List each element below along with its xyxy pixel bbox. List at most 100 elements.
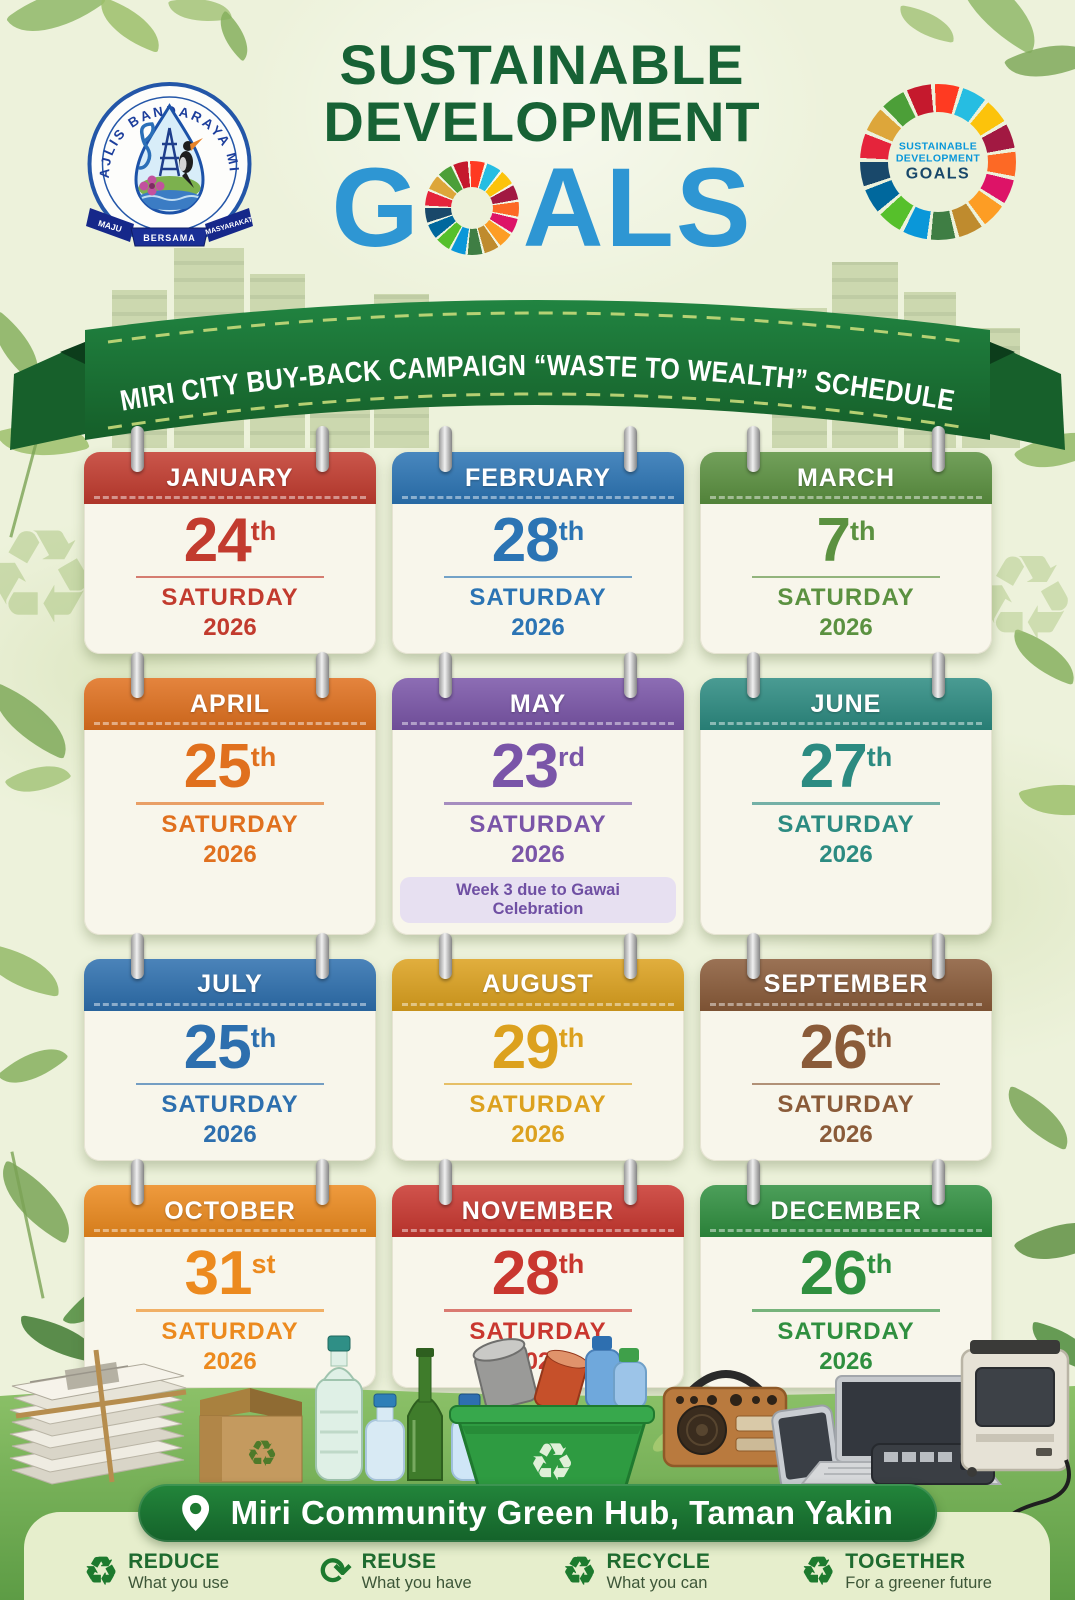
- binder-ring-icon: [624, 1159, 638, 1206]
- reuse-arrows-icon: ⟳: [319, 1550, 352, 1593]
- month-note: Week 3 due to Gawai Celebration: [400, 876, 676, 923]
- weekday-label: SATURDAY: [161, 584, 299, 612]
- binder-ring-icon: [746, 426, 760, 472]
- year-label: 2026: [819, 614, 873, 642]
- date-divider: [444, 1082, 632, 1086]
- binder-ring-icon: [932, 932, 946, 979]
- recycle-icon: ♻: [84, 1550, 119, 1593]
- footer-item-subtitle: What you can: [606, 1574, 708, 1592]
- binder-ring-icon: [438, 652, 452, 699]
- recycle-icon: ♻: [801, 1550, 836, 1593]
- recycle-symbol-icon: ♻: [246, 1433, 278, 1474]
- leaf-icon: [0, 1159, 87, 1245]
- binder-ring-icon: [438, 426, 452, 472]
- sdg-wheel-hole: [888, 112, 988, 212]
- date-divider: [136, 575, 324, 579]
- plastic-bottle-small: [365, 1393, 405, 1481]
- footer-item: ⟳ REUSE What you have: [320, 1550, 472, 1593]
- footer-item-subtitle: For a greener future: [845, 1574, 992, 1592]
- binder-ring-icon: [316, 426, 330, 472]
- weekday-label: SATURDAY: [161, 810, 299, 838]
- crest-flower: [139, 175, 165, 196]
- binder-ring-icon: [624, 932, 638, 979]
- weekday-label: SATURDAY: [469, 810, 607, 838]
- crest-ribbon-center-text: BERSAMA: [143, 233, 196, 243]
- binder-ring-icon: [316, 652, 330, 699]
- leaf-icon: [0, 943, 65, 997]
- year-label: 2026: [819, 1121, 873, 1149]
- recycle-bin: ♻: [449, 1336, 655, 1494]
- leaf-icon: [0, 682, 81, 760]
- month-name: JUNE: [700, 678, 992, 731]
- month-name: JANUARY: [84, 452, 376, 504]
- binder-ring-icon: [130, 652, 144, 699]
- ribbon-band: [85, 300, 990, 440]
- date-divider: [444, 802, 632, 805]
- year-label: 2026: [819, 1347, 873, 1375]
- footer-item: ♻ TOGETHER For a greener future: [801, 1550, 992, 1593]
- bin-bottle-green-cap: [613, 1348, 647, 1409]
- year-label: 2026: [511, 614, 565, 642]
- footer-item-title: TOGETHER: [845, 1550, 966, 1573]
- campaign-banner-ribbon: MIRI CITY BUY-BACK CAMPAIGN “WASTE TO WE…: [10, 300, 1065, 450]
- sdg-wheel-icon: SUSTAINABLE DEVELOPMENT GOALS: [860, 84, 1016, 240]
- sdg-goals-logo: SUSTAINABLE DEVELOPMENT GOALS: [832, 70, 1062, 270]
- recycle-watermark-icon: ♻: [0, 504, 99, 650]
- weekday-label: SATURDAY: [161, 1317, 299, 1345]
- binder-ring-icon: [316, 1159, 330, 1206]
- cardboard-box: ♻: [199, 1388, 303, 1483]
- binder-ring-icon: [438, 932, 452, 979]
- year-label: 2026: [203, 1121, 257, 1149]
- footer-item-subtitle: What you use: [128, 1574, 229, 1592]
- date-divider: [752, 802, 940, 805]
- crest-hornbill: [179, 138, 203, 188]
- title-goals-als: ALS: [522, 145, 753, 271]
- weekday-label: SATURDAY: [777, 1091, 915, 1119]
- leaf-icon: [1013, 1201, 1075, 1281]
- recycle-icon: ♻: [562, 1550, 597, 1593]
- location-text: Miri Community Green Hub, Taman Yakin: [230, 1494, 894, 1531]
- date-divider: [752, 1309, 940, 1312]
- title-line-development: DEVELOPMENT: [323, 90, 761, 154]
- vintage-radio: [662, 1370, 788, 1468]
- footer-item-title: REUSE: [361, 1550, 437, 1573]
- binder-ring-icon: [624, 426, 638, 472]
- binder-ring-icon: [130, 932, 144, 979]
- leaf-icon: [1018, 769, 1075, 831]
- recycle-symbol-icon: ♻: [529, 1434, 576, 1492]
- aluminum-can: [472, 1338, 538, 1411]
- year-label: 2026: [511, 840, 565, 868]
- year-label: 2026: [203, 840, 257, 868]
- mbm-crest-logo: MAJLIS BANDARAYA MIRI MAJU: [82, 76, 254, 247]
- footer-values: ♻ REDUCE What you use ⟳ REUSE What you h…: [84, 1550, 992, 1593]
- weekday-label: SATURDAY: [469, 1091, 607, 1119]
- leaf-icon: [896, 5, 958, 43]
- plastic-bottle-large: [315, 1335, 363, 1481]
- date-divider: [444, 575, 632, 579]
- poster-title: SUSTAINABLE DEVELOPMENT G ALS: [262, 36, 822, 264]
- leaf-icon: [91, 0, 169, 53]
- month-name: DECEMBER: [700, 1185, 992, 1238]
